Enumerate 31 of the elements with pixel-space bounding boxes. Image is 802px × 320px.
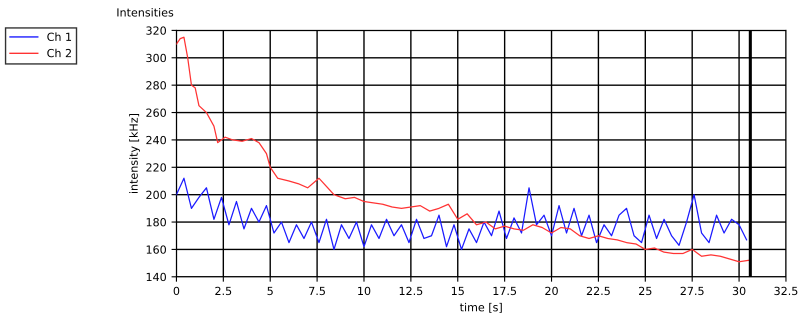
y-tick-label: 160 xyxy=(146,245,166,254)
y-tick-label: 180 xyxy=(146,218,166,226)
y-tick-label: 300 xyxy=(146,54,166,62)
x-tick-label: 32.5 xyxy=(774,286,798,296)
x-tick-label: 25 xyxy=(639,286,652,296)
line-series xyxy=(176,178,748,250)
y-tick-label: 240 xyxy=(146,136,166,144)
chart-title: Intensities xyxy=(117,8,174,17)
x-tick-label: 2.5 xyxy=(215,286,232,296)
legend-label: Ch 1 xyxy=(47,32,72,41)
x-tick-label: 30 xyxy=(732,286,746,296)
x-tick-label: 22.5 xyxy=(586,286,610,296)
y-axis-title: intensity [kHz] xyxy=(129,114,140,194)
x-tick-label: 20 xyxy=(545,286,558,296)
y-tick-label: 280 xyxy=(146,81,166,90)
x-tick-label: 5 xyxy=(268,286,273,296)
x-tick-label: 12.5 xyxy=(400,286,422,296)
x-tick-label: 0 xyxy=(174,286,180,296)
x-tick-label: 17.5 xyxy=(493,286,516,296)
y-tick-label: 220 xyxy=(146,163,166,172)
x-tick-label: 15 xyxy=(452,286,464,296)
legend-label: Ch 2 xyxy=(47,48,71,58)
x-tick-label: 27.5 xyxy=(680,286,704,296)
x-tick-label: 7.5 xyxy=(309,286,325,296)
x-tick-label: 10 xyxy=(358,286,370,296)
line-series xyxy=(176,36,750,262)
x-axis-title: time [s] xyxy=(460,302,502,313)
y-tick-label: 200 xyxy=(146,190,166,200)
y-tick-label: 320 xyxy=(146,26,166,35)
y-tick-label: 260 xyxy=(146,108,166,117)
y-tick-label: 140 xyxy=(146,272,166,282)
